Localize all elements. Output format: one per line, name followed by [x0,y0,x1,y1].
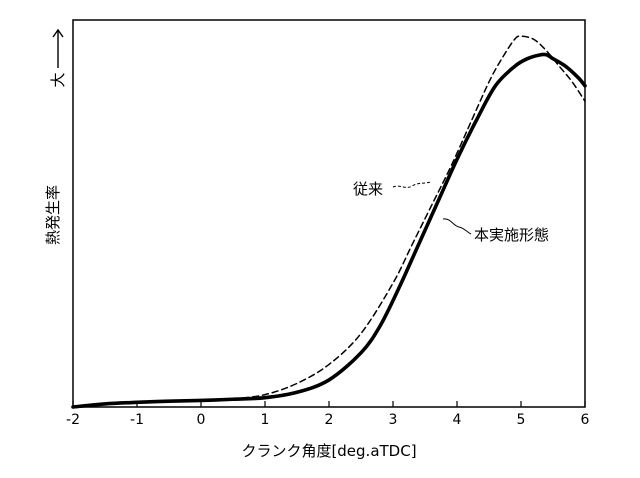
x-axis-ticks [72,401,586,407]
x-tick-label: 3 [389,412,398,428]
x-axis-label: クランク角度[deg.aTDC] [241,442,416,460]
annotation-conventional: 従来 [353,180,383,198]
series-line-present-embodiment [71,52,587,409]
x-tick-label: 4 [453,412,462,428]
x-axis-tick-labels: -2 -1 0 1 2 3 4 5 6 [66,412,590,428]
annotation-conventional-leader [392,181,432,188]
x-tick-label: 1 [261,412,270,428]
y-direction-arrow-head [52,28,64,38]
annotation-present-embodiment: 本実施形態 [474,226,549,244]
series-group [71,35,587,409]
series-line-conventional [72,35,586,408]
x-tick-label: 0 [197,412,206,428]
x-tick-label: -2 [66,412,80,428]
y-direction-indicator: 大 [49,28,67,88]
x-tick-label: 5 [517,412,526,428]
x-tick-label: -1 [130,412,144,428]
y-direction-label: 大 [49,72,67,87]
annotation-present-embodiment-leader [442,218,472,235]
x-tick-label: 2 [325,412,334,428]
plot-frame [72,19,586,408]
x-tick-label: 6 [581,412,590,428]
y-axis-label: 熱発生率 [44,185,62,245]
